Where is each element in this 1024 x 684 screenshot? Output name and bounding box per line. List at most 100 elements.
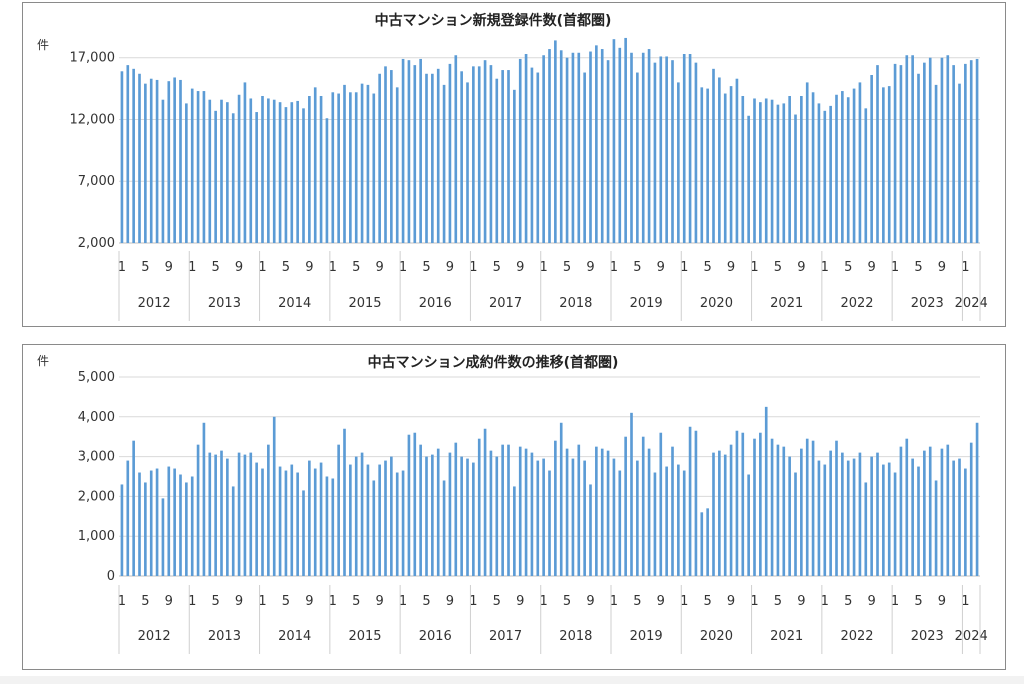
bar bbox=[489, 65, 493, 243]
bar bbox=[513, 89, 516, 243]
x-month-tick-label: 9 bbox=[165, 260, 173, 275]
bar bbox=[800, 448, 803, 576]
bar bbox=[483, 428, 487, 576]
contracts-chart-svg: 中古マンション成約件数の推移(首都圏) 件 0 1,000 2,000 3,000 4,… bbox=[37, 354, 988, 654]
bar bbox=[589, 484, 592, 576]
bar bbox=[284, 107, 288, 244]
bar bbox=[735, 78, 739, 244]
bar bbox=[477, 438, 481, 576]
bar bbox=[372, 480, 376, 576]
bar bbox=[360, 452, 364, 576]
x-month-tick-label: 1 bbox=[118, 260, 126, 275]
bar bbox=[776, 104, 780, 244]
bar bbox=[641, 52, 645, 244]
bar bbox=[132, 68, 135, 243]
x-year-label: 2017 bbox=[489, 296, 522, 311]
bar bbox=[302, 108, 305, 243]
x-month-tick-label: 5 bbox=[212, 594, 220, 609]
chart-title: 中古マンション成約件数の推移(首都圏) bbox=[368, 354, 619, 371]
bar bbox=[554, 40, 557, 243]
bar bbox=[472, 462, 475, 576]
bar bbox=[694, 430, 698, 576]
bar bbox=[196, 444, 200, 576]
bar bbox=[776, 444, 780, 576]
bar bbox=[360, 83, 364, 244]
bar bbox=[630, 52, 633, 244]
bar bbox=[712, 452, 715, 576]
bar bbox=[237, 94, 241, 243]
x-month-tick-label: 9 bbox=[938, 260, 946, 275]
x-month-tick-label: 1 bbox=[750, 594, 758, 609]
x-year-label: 2015 bbox=[348, 629, 381, 644]
bar bbox=[284, 470, 288, 576]
bar bbox=[899, 65, 903, 243]
bar bbox=[958, 83, 961, 244]
bar bbox=[243, 454, 247, 576]
bar bbox=[237, 452, 241, 576]
x-year-label: 2018 bbox=[559, 296, 592, 311]
bar bbox=[501, 70, 504, 243]
bar bbox=[665, 56, 668, 243]
bar bbox=[600, 49, 604, 244]
y-tick-label: 2,000 bbox=[78, 236, 115, 251]
bar bbox=[852, 88, 856, 243]
bar bbox=[173, 77, 176, 243]
bar bbox=[425, 456, 428, 576]
bar bbox=[805, 82, 809, 243]
bar bbox=[852, 458, 856, 576]
bar bbox=[770, 99, 774, 244]
bar bbox=[823, 110, 827, 243]
x-year-label: 2013 bbox=[208, 296, 241, 311]
bar bbox=[513, 486, 516, 576]
bar bbox=[495, 456, 499, 576]
bar bbox=[296, 100, 299, 243]
bar bbox=[173, 468, 176, 576]
bar bbox=[343, 428, 346, 576]
x-month-tick-label: 9 bbox=[938, 594, 946, 609]
bar bbox=[536, 72, 540, 243]
y-tick-label: 2,000 bbox=[78, 489, 115, 504]
bar bbox=[325, 476, 329, 576]
x-month-tick-label: 9 bbox=[868, 594, 876, 609]
bar bbox=[665, 466, 668, 576]
chart-title: 中古マンション新規登録件数(首都圏) bbox=[375, 12, 612, 29]
bar bbox=[296, 472, 299, 576]
y-tick-label: 5,000 bbox=[78, 370, 115, 385]
bar bbox=[835, 94, 838, 243]
bar bbox=[647, 49, 651, 244]
bar bbox=[618, 470, 622, 576]
bar bbox=[190, 88, 194, 243]
bar bbox=[612, 458, 616, 576]
bar bbox=[518, 58, 522, 243]
bar bbox=[331, 92, 335, 243]
bar bbox=[354, 456, 358, 576]
bar bbox=[723, 454, 727, 576]
bar bbox=[261, 96, 264, 243]
bar bbox=[138, 73, 141, 243]
bar bbox=[923, 62, 926, 244]
bar bbox=[841, 91, 844, 243]
bar bbox=[893, 472, 897, 576]
bar bbox=[202, 422, 206, 576]
x-month-tick-label: 9 bbox=[657, 594, 665, 609]
bar bbox=[782, 446, 786, 576]
bar bbox=[928, 57, 932, 244]
x-year-label: 2021 bbox=[770, 296, 803, 311]
chart-panel-contracts: 中古マンション成約件数の推移(首都圏) 件 0 1,000 2,000 3,000 4,… bbox=[22, 344, 1006, 670]
bar bbox=[817, 103, 821, 243]
bar bbox=[641, 436, 645, 576]
bar bbox=[677, 82, 680, 243]
x-month-tick-label: 9 bbox=[235, 260, 243, 275]
bar bbox=[759, 432, 762, 576]
bar bbox=[706, 508, 709, 576]
bar bbox=[366, 84, 370, 243]
bar bbox=[788, 456, 791, 576]
bar bbox=[413, 432, 417, 576]
bar bbox=[542, 55, 545, 243]
x-month-tick-label: 9 bbox=[376, 260, 384, 275]
x-month-tick-label: 9 bbox=[376, 594, 384, 609]
x-month-tick-label: 9 bbox=[165, 594, 173, 609]
bar bbox=[911, 55, 914, 243]
bar bbox=[595, 446, 598, 576]
bar bbox=[518, 446, 522, 576]
